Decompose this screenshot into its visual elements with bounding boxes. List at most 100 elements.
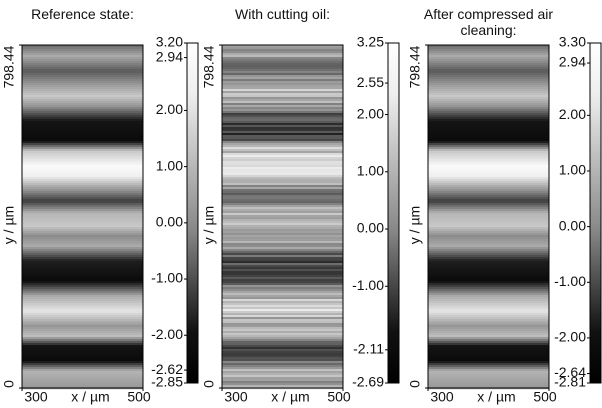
stripe — [22, 175, 143, 178]
stripe — [222, 163, 343, 166]
colorbar-tick-label: -2.11 — [353, 341, 384, 357]
stripe — [428, 227, 549, 230]
stripe — [22, 301, 143, 304]
stripe — [222, 143, 343, 146]
stripe — [222, 367, 343, 370]
colorbar — [186, 42, 199, 384]
stripe — [222, 79, 343, 82]
colorbar-tick-label: 0.00 — [559, 217, 586, 233]
stripe — [222, 375, 343, 378]
stripe — [22, 339, 143, 342]
stripe — [428, 313, 549, 316]
stripe — [22, 255, 143, 258]
stripe — [22, 107, 143, 110]
stripe — [428, 113, 549, 116]
stripe — [428, 129, 549, 132]
stripe — [222, 159, 343, 162]
stripe — [22, 381, 143, 384]
stripe — [222, 75, 343, 78]
stripe — [222, 277, 343, 280]
stripe — [428, 277, 549, 280]
stripe — [428, 147, 549, 150]
stripe — [428, 123, 549, 126]
stripe — [428, 73, 549, 76]
stripe — [22, 191, 143, 194]
stripe — [222, 247, 343, 250]
stripe — [428, 87, 549, 90]
stripe — [22, 203, 143, 206]
stripe — [222, 245, 343, 248]
stripe — [428, 75, 549, 78]
stripe — [22, 101, 143, 104]
stripe — [22, 365, 143, 368]
stripe — [222, 45, 343, 48]
stripe — [222, 281, 343, 284]
colorbar-tick-label: -1.00 — [151, 270, 183, 286]
stripe — [428, 83, 549, 86]
stripe — [428, 327, 549, 330]
stripe — [22, 383, 143, 386]
stripe — [22, 235, 143, 238]
stripe — [22, 141, 143, 144]
colorbar-tick-label: 2.94 — [559, 54, 586, 70]
stripe — [22, 283, 143, 286]
stripe — [222, 193, 343, 196]
stripe — [222, 301, 343, 304]
image-frame — [427, 44, 550, 389]
stripe — [22, 295, 143, 298]
stripe — [222, 207, 343, 210]
stripe — [428, 201, 549, 204]
colorbar — [589, 42, 602, 384]
stripe — [428, 355, 549, 358]
stripe — [428, 115, 549, 118]
stripe — [222, 57, 343, 60]
stripe — [222, 187, 343, 190]
stripe — [22, 171, 143, 174]
stripe — [428, 153, 549, 156]
stripe — [222, 177, 343, 180]
stripe — [22, 313, 143, 316]
stripe — [22, 325, 143, 328]
stripe — [428, 289, 549, 292]
stripe — [22, 155, 143, 158]
stripe — [222, 117, 343, 120]
y-axis-label: y / µm — [201, 206, 217, 244]
stripe — [428, 231, 549, 234]
stripe — [428, 295, 549, 298]
stripe — [428, 225, 549, 228]
x-axis-label: x / µm — [477, 389, 515, 405]
stripe — [22, 333, 143, 336]
stripe — [428, 249, 549, 252]
stripe — [222, 285, 343, 288]
stripe — [22, 151, 143, 154]
stripe — [222, 139, 343, 142]
stripe — [22, 57, 143, 60]
stripe — [428, 125, 549, 128]
stripe — [22, 75, 143, 78]
stripe — [22, 249, 143, 252]
stripe — [428, 119, 549, 122]
stripe — [222, 343, 343, 346]
stripe — [222, 331, 343, 334]
stripe — [428, 117, 549, 120]
stripe — [222, 271, 343, 274]
panel-title: Reference state: — [31, 6, 134, 22]
stripe — [428, 357, 549, 360]
stripe — [428, 107, 549, 110]
stripe — [428, 221, 549, 224]
stripe — [428, 265, 549, 268]
stripe — [22, 53, 143, 56]
stripe — [22, 279, 143, 282]
stripe — [222, 199, 343, 202]
stripe — [22, 49, 143, 52]
stripe — [428, 211, 549, 214]
stripe — [222, 157, 343, 160]
stripe — [22, 357, 143, 360]
stripe — [428, 193, 549, 196]
stripe — [22, 353, 143, 356]
stripe — [428, 159, 549, 162]
stripe — [222, 261, 343, 264]
stripe — [222, 377, 343, 380]
stripe — [22, 173, 143, 176]
stripe — [428, 103, 549, 106]
